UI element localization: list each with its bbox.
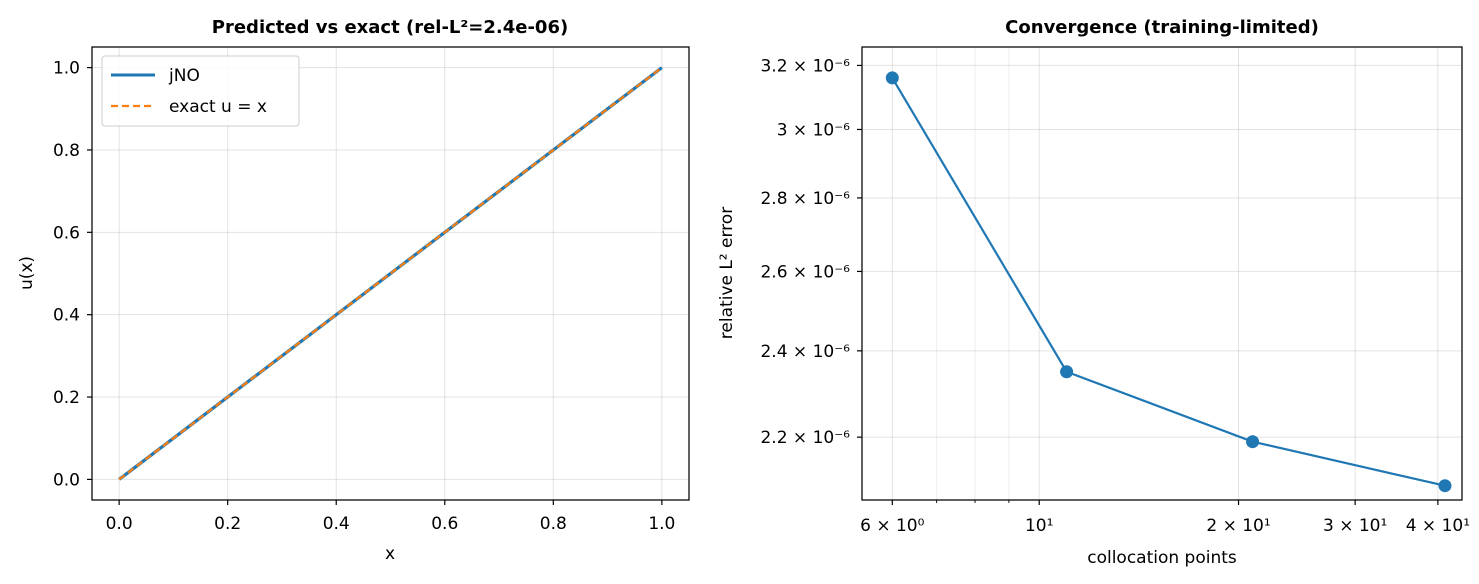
right-plot-frame <box>861 46 1463 501</box>
right-x-tick-label: 4 × 10¹ <box>1406 516 1470 536</box>
error-line <box>891 77 1446 487</box>
left-x-tick-label: 0.2 <box>214 514 241 534</box>
left-ticks: 0.0 0.2 0.4 0.6 0.8 1.0 0.0 0.2 0.4 0.6 0.8 1.0 <box>53 59 675 534</box>
left-y-tick-label: 1.0 <box>53 59 80 79</box>
left-x-tick-label: 1.0 <box>648 514 675 534</box>
left-y-tick-label: 0.8 <box>53 141 80 161</box>
left-y-tick-label: 0.2 <box>53 388 80 408</box>
legend: jNO exact u = x <box>101 55 300 127</box>
left-plot-frame <box>91 46 690 501</box>
legend-label-jno: jNO <box>168 66 200 86</box>
left-series-lines <box>118 66 663 481</box>
left-chart-title: Predicted vs exact (rel-L²=2.4e-06) <box>212 17 568 38</box>
error-point <box>1060 365 1074 379</box>
right-x-tick-label: 10¹ <box>1025 516 1053 536</box>
right-y-tick-label: 3 × 10⁻⁶ <box>777 120 850 140</box>
left-x-tick-label: 0.8 <box>540 514 567 534</box>
right-y-tick-label: 2.8 × 10⁻⁶ <box>760 189 850 209</box>
left-y-tick-label: 0.4 <box>53 306 80 326</box>
error-point <box>1438 479 1452 493</box>
right-y-tick-label: 2.4 × 10⁻⁶ <box>760 342 850 362</box>
error-point <box>1246 435 1260 449</box>
error-point <box>885 71 899 85</box>
right-ticks: 6 × 10⁰ 10¹ 2 × 10¹ 3 × 10¹ 4 × 10¹ 2.2 × 10⁻… <box>760 56 1470 536</box>
left-y-tick-label: 0.0 <box>53 470 80 490</box>
right-chart-title: Convergence (training-limited) <box>1005 17 1319 38</box>
left-x-label: x <box>385 544 395 564</box>
right-chart: Convergence (training-limited) 6 × 10⁰ 10… <box>717 17 1470 568</box>
left-chart: Predicted vs exact (rel-L²=2.4e-06) 0.0 0… <box>17 17 690 564</box>
right-x-tick-label: 2 × 10¹ <box>1206 516 1270 536</box>
right-y-label: relative L² error <box>717 207 737 339</box>
left-y-label: u(x) <box>17 256 37 290</box>
right-y-tick-label: 2.6 × 10⁻⁶ <box>760 262 850 282</box>
left-y-tick-label: 0.6 <box>53 223 80 243</box>
right-y-tick-label: 2.2 × 10⁻⁶ <box>760 428 850 448</box>
right-x-tick-label: 6 × 10⁰ <box>860 516 924 536</box>
right-x-tick-label: 3 × 10¹ <box>1323 516 1387 536</box>
legend-label-exact: exact u = x <box>169 97 267 117</box>
right-series <box>885 71 1452 493</box>
left-x-tick-label: 0.0 <box>106 514 133 534</box>
left-x-tick-label: 0.6 <box>431 514 458 534</box>
right-x-label: collocation points <box>1087 548 1237 568</box>
right-grid <box>862 47 1462 500</box>
exact-line <box>118 66 663 481</box>
right-y-tick-label: 3.2 × 10⁻⁶ <box>760 56 850 76</box>
left-x-tick-label: 0.4 <box>323 514 350 534</box>
